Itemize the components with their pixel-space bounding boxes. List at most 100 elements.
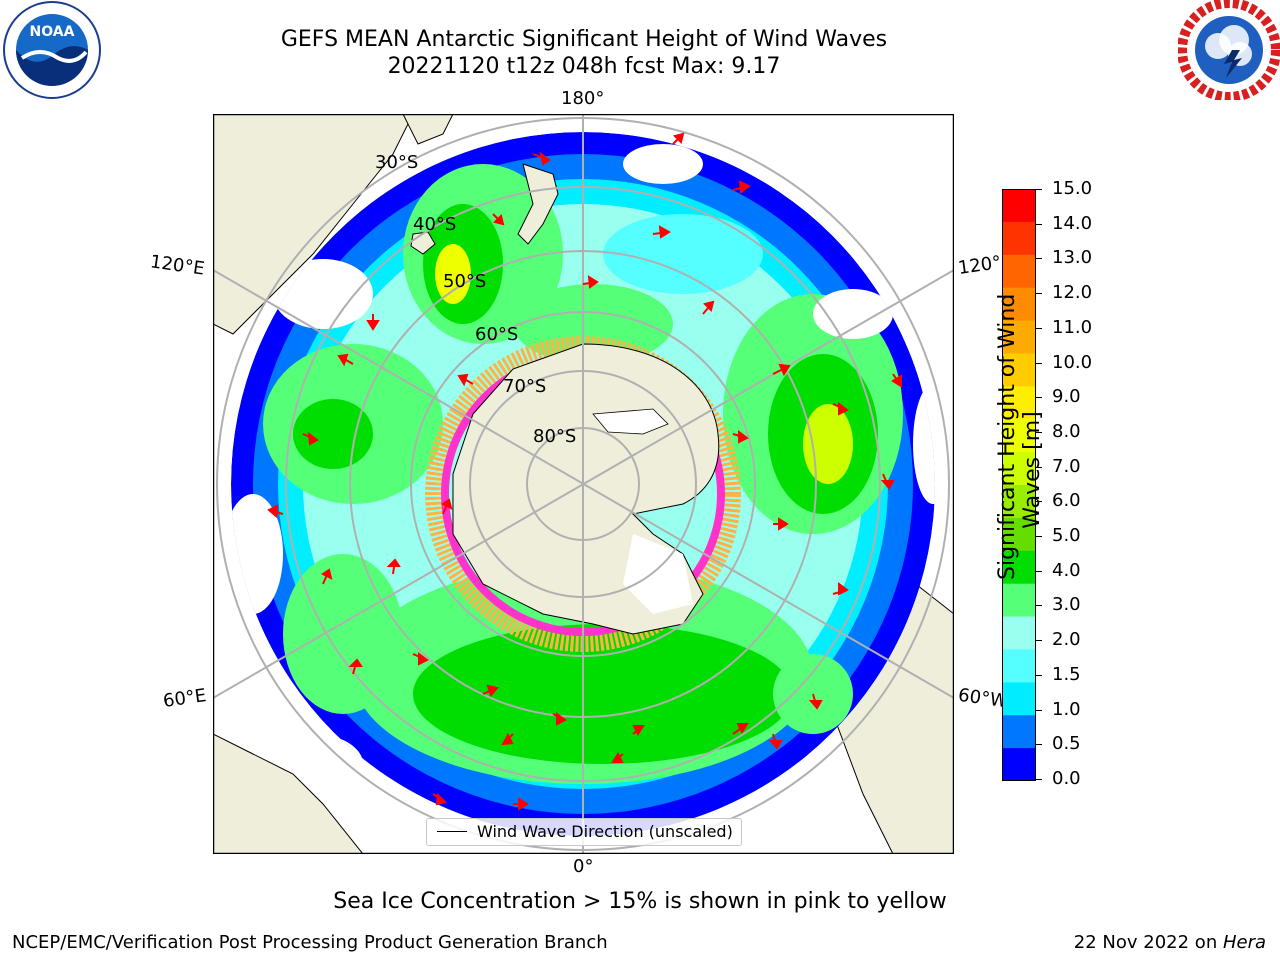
colorbar-tick-label: 11.0 [1052,316,1093,338]
sea-ice-caption: Sea Ice Concentration > 15% is shown in … [333,889,947,914]
colorbar-bin [1002,715,1036,749]
land-new-zealand-north [402,114,454,145]
colorbar-tick-label: 15.0 [1052,178,1093,199]
footer-date-text: 22 Nov 2022 on [1073,932,1223,953]
arrow [482,684,499,697]
colorbar-tick-mark [1036,570,1042,572]
arrow [532,151,551,166]
colorbar-bin [1002,287,1036,322]
arrow [432,792,447,806]
colorbar-bin [1002,550,1036,585]
colorbar-bin [1002,616,1036,650]
arrow [652,225,671,239]
land-south-africa [213,733,364,854]
arrow [267,504,284,519]
noaa-logo: NOAA [3,1,101,99]
colorbar-bin [1002,386,1036,420]
colorbar-bin [1002,353,1036,387]
colorbar-tick-mark [1036,674,1042,676]
colorbar-tick-label: 10.0 [1052,351,1093,373]
arrow [772,363,791,377]
colorbar-tick-label: 0.5 [1052,733,1081,755]
colorbar-tick-label: 2.0 [1052,629,1081,651]
colorbar-tick-mark [1036,466,1042,468]
colorbar-label-line2: Waves [m] [1020,411,1045,529]
colorbar-tick-mark [1036,293,1042,295]
arrow [337,353,354,367]
colorbar-tick-label: 3.0 [1052,594,1081,616]
national-weather-service-logo [1178,0,1280,100]
arrow [732,430,749,444]
arrow [702,300,715,315]
footer-producer: NCEP/EMC/Verification Post Processing Pr… [12,932,608,953]
arrow [412,652,429,666]
weddell-sea [623,534,693,614]
arrow [808,693,823,710]
colorbar-tick-mark [1036,501,1042,503]
colorbar-bin [1002,189,1036,223]
arrow [321,568,333,585]
lat-label-40s: 40°S [413,214,456,235]
wind-wave-arrows [267,132,902,811]
lon-label-120e: 120°E [148,251,206,280]
lat-label-50s: 50°S [443,271,486,292]
arrow [492,213,505,226]
colorbar-tick-mark [1036,258,1042,260]
polar-wave-map: 30°S 40°S 50°S 60°S 70°S 80°S [213,114,954,854]
lon-label-120w: 120° [956,252,1003,279]
colorbar-label-line1: Significant Height of Wind [995,293,1020,580]
lon-label-0: 0° [573,856,594,877]
colorbar-tick-label: 1.0 [1052,698,1081,720]
arrow [768,733,783,750]
colorbar-tick-label: 0.0 [1052,768,1081,789]
colorbar-tick-mark [1036,431,1042,433]
arrow [611,751,624,763]
colorbar-tick-mark [1036,640,1042,642]
colorbar-bin [1002,748,1036,781]
colorbar-bin [1002,320,1036,354]
legend-label: Wind Wave Direction (unscaled) [477,822,733,841]
colorbar-bin [1002,682,1036,716]
lon-label-60e: 60°E [161,685,208,712]
arrow [501,732,514,746]
footer-date: 22 Nov 2022 on Hera [1074,932,1266,953]
arrow [732,723,749,735]
lat-label-60s: 60°S [475,324,518,345]
map-title: GEFS MEAN Antarctic Significant Height o… [280,27,888,52]
map-subtitle: 20221120 t12z 048h fcst Max: 9.17 [387,54,781,79]
colorbar-tick-label: 9.0 [1052,386,1081,408]
arrow [582,275,599,289]
colorbar-tick-label: 14.0 [1052,212,1093,234]
svg-text:NOAA: NOAA [30,24,75,40]
arrow [632,725,645,737]
longitude-lines [213,114,954,854]
arrow [441,498,453,515]
colorbar-bin [1002,452,1036,486]
lat-label-70s: 70°S [503,376,546,397]
arrow [732,180,751,194]
colorbar-bin [1002,583,1036,618]
colorbar-label: Significant Height of Wind Waves [m] [995,293,1045,580]
colorbar-tick-label: 4.0 [1052,559,1081,581]
arrow [513,797,529,811]
colorbar-bin [1002,517,1036,552]
colorbar-tick-label: 13.0 [1052,247,1093,269]
arrow [773,517,789,531]
footer-system: Hera [1222,932,1266,953]
arrow [832,402,849,416]
arrow [832,582,849,596]
arrow [386,558,401,575]
arrow [672,132,685,145]
lat-label-30s: 30°S [375,152,418,173]
colorbar-bin [1002,254,1036,289]
map-legend: Wind Wave Direction (unscaled) [426,818,742,846]
colorbar-bin [1002,649,1036,683]
colorbar-tick-mark [1036,536,1042,538]
colorbar-tick-mark [1036,744,1042,746]
colorbar-tick-mark [1036,327,1042,329]
arrow [457,373,474,387]
colorbar-tick-mark [1036,779,1042,780]
colorbar-bin [1002,221,1036,256]
arrow [348,658,363,675]
colorbar-bin [1002,485,1036,519]
